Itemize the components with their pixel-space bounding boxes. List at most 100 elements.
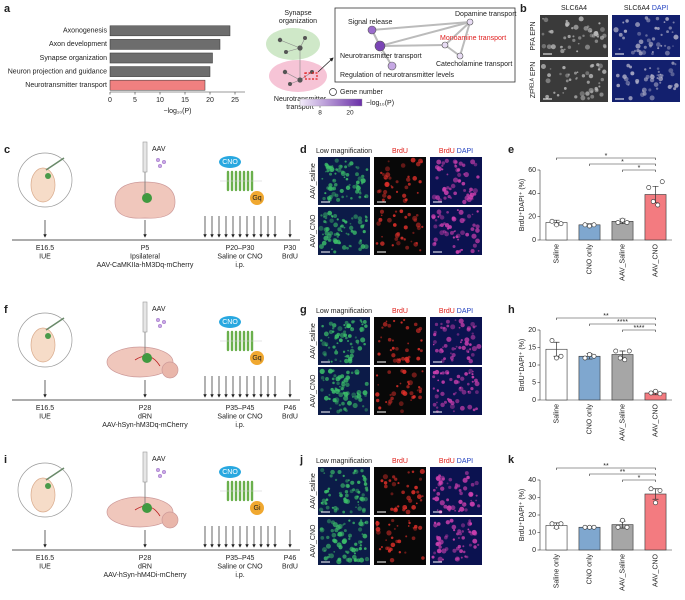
micrograph-signal bbox=[399, 209, 404, 214]
y-tick-label: 40 bbox=[528, 190, 536, 197]
micrograph-signal bbox=[447, 194, 451, 199]
micrograph-signal bbox=[344, 358, 349, 364]
header-word: BrdU bbox=[439, 148, 455, 155]
micrograph-signal bbox=[346, 370, 350, 375]
micrograph-signal bbox=[337, 531, 343, 537]
micrograph-signal bbox=[328, 172, 333, 176]
micrograph-signal bbox=[333, 509, 338, 513]
micrograph-signal bbox=[474, 378, 478, 383]
data-point bbox=[622, 357, 628, 363]
micrograph-signal bbox=[666, 30, 669, 34]
injection-site bbox=[142, 353, 152, 363]
micrograph-signal bbox=[450, 183, 456, 189]
drug-label: CNO bbox=[222, 469, 238, 476]
micrograph-signal bbox=[635, 22, 641, 28]
micrograph-signal bbox=[327, 359, 330, 362]
micrograph-signal bbox=[391, 353, 396, 358]
micrograph-signal bbox=[390, 507, 394, 511]
micrograph-background bbox=[374, 367, 426, 415]
micrograph-signal bbox=[336, 168, 342, 173]
micrograph-signal bbox=[347, 233, 350, 236]
micrograph-signal bbox=[324, 192, 327, 195]
micrograph-signal bbox=[328, 170, 331, 172]
micrograph-signal bbox=[349, 510, 353, 514]
timeline-label: E16.5 bbox=[36, 555, 54, 562]
micrograph-signal bbox=[318, 507, 324, 512]
micrograph-signal bbox=[671, 31, 674, 34]
micrograph-signal bbox=[387, 323, 392, 328]
micrograph-signal bbox=[378, 189, 382, 193]
micrograph-signal bbox=[466, 214, 472, 219]
timeline-label: Saline or CNO bbox=[217, 253, 263, 260]
micrograph-signal bbox=[342, 330, 347, 334]
colorbar-label: −log₁₀(P) bbox=[366, 100, 394, 107]
micrograph-signal bbox=[349, 348, 355, 354]
micrograph-signal bbox=[377, 384, 380, 386]
g-protein bbox=[250, 501, 264, 515]
micrograph-signal bbox=[337, 326, 343, 332]
data-point bbox=[657, 488, 663, 493]
micrograph-signal bbox=[474, 381, 480, 387]
micrograph-signal bbox=[473, 545, 477, 549]
micrograph-signal bbox=[404, 551, 407, 554]
term-label: Signal release bbox=[348, 19, 392, 26]
micrograph-signal bbox=[458, 209, 464, 215]
micrograph-signal bbox=[471, 233, 477, 239]
significance-bracket bbox=[589, 473, 656, 476]
y-axis-label: BrdU⁺DAPI⁺ (%) bbox=[519, 489, 526, 542]
micrograph-signal bbox=[381, 326, 384, 329]
term-label: Monoamine transport bbox=[440, 35, 506, 42]
micrograph-signal bbox=[326, 519, 332, 524]
micrograph bbox=[318, 207, 370, 255]
micrograph bbox=[430, 367, 482, 415]
micrograph-signal bbox=[432, 402, 437, 407]
syringe bbox=[142, 141, 148, 173]
significance-label: * bbox=[605, 153, 608, 160]
micrograph bbox=[374, 367, 426, 415]
timeline-label: Saline or CNO bbox=[217, 563, 263, 570]
micrograph-signal bbox=[330, 520, 335, 525]
micrograph-signal bbox=[328, 321, 333, 326]
micrograph-signal bbox=[466, 475, 470, 480]
micrograph-signal bbox=[331, 377, 335, 381]
micrograph-signal bbox=[453, 191, 457, 196]
micrograph-signal bbox=[448, 477, 453, 482]
micrograph-signal bbox=[439, 348, 443, 351]
micrograph-signal bbox=[320, 388, 324, 392]
micrograph-signal bbox=[390, 396, 394, 401]
micrograph-signal bbox=[321, 177, 324, 180]
category-label: Axonogenesis bbox=[63, 28, 107, 35]
micrograph-signal bbox=[323, 220, 327, 223]
micrograph-signal bbox=[668, 68, 674, 74]
micrograph-signal bbox=[415, 502, 418, 505]
micrograph-signal bbox=[434, 165, 440, 170]
micrograph-signal bbox=[334, 158, 339, 163]
micrograph-signal bbox=[407, 342, 410, 345]
data-point bbox=[582, 524, 588, 530]
micrograph-signal bbox=[380, 241, 385, 246]
micrograph-background bbox=[430, 317, 482, 365]
micrograph-signal bbox=[468, 543, 472, 547]
bar bbox=[611, 354, 634, 401]
micrograph-signal bbox=[375, 392, 380, 397]
significance-label: ** bbox=[620, 469, 626, 476]
micrograph-signal bbox=[460, 248, 463, 251]
category-label: AAV_CNO bbox=[652, 553, 659, 586]
micrograph-signal bbox=[444, 547, 449, 551]
micrograph-signal bbox=[462, 502, 467, 507]
data-point bbox=[626, 348, 632, 354]
micrograph-signal bbox=[599, 35, 604, 40]
micrograph-signal bbox=[410, 399, 413, 402]
injection-site bbox=[142, 503, 152, 513]
micrograph-signal bbox=[348, 533, 352, 538]
data-point bbox=[591, 353, 597, 359]
micrograph-signal bbox=[334, 528, 339, 533]
micrograph-signal bbox=[385, 182, 389, 187]
micrograph-signal bbox=[434, 322, 439, 327]
micrograph-signal bbox=[563, 87, 567, 90]
micrograph-signal bbox=[452, 236, 455, 239]
micrograph-signal bbox=[393, 527, 396, 531]
micrograph-signal bbox=[575, 77, 578, 80]
micrograph-signal bbox=[473, 192, 477, 196]
